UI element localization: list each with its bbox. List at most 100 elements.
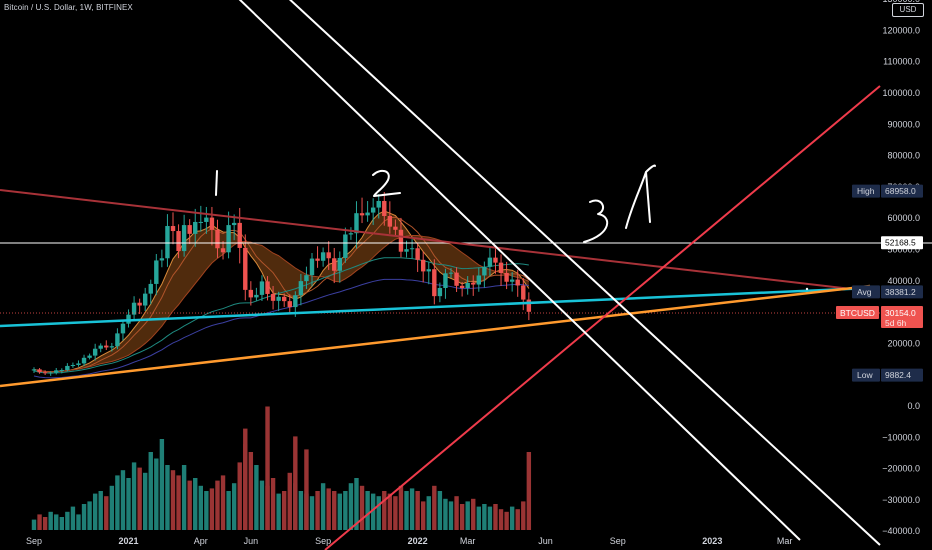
candle-body xyxy=(459,285,465,288)
time-tick-label: Jun xyxy=(538,536,553,546)
candle-body xyxy=(332,258,337,271)
time-tick-label: 2021 xyxy=(119,536,139,546)
candle-body xyxy=(348,233,354,235)
volume-bar xyxy=(215,480,220,530)
candle-body xyxy=(315,258,320,261)
volume-bar xyxy=(270,478,276,530)
time-tick-label: Apr xyxy=(194,536,208,546)
volume-bar xyxy=(498,509,504,530)
marker-dot xyxy=(805,287,809,291)
candle-body xyxy=(154,260,159,284)
volume-bar xyxy=(482,504,487,530)
candle-body xyxy=(437,287,443,297)
volume-bar xyxy=(293,436,298,530)
low-badge-label-bg xyxy=(852,368,880,382)
candle-body xyxy=(259,281,265,295)
price-tick-label: 50000.0 xyxy=(887,245,920,255)
candle-body xyxy=(471,282,476,285)
currency-button[interactable]: USD xyxy=(892,3,924,17)
volume-bar xyxy=(154,458,159,530)
price-tick-label: 110000.0 xyxy=(883,57,920,67)
volume-bar xyxy=(382,491,387,530)
price-tick-label: 90000.0 xyxy=(887,119,920,129)
volume-bar xyxy=(259,480,265,530)
volume-bar xyxy=(226,491,231,530)
candle-body xyxy=(215,229,220,249)
candle-body xyxy=(521,285,526,300)
volume-bar xyxy=(282,491,287,530)
volume-bar xyxy=(54,514,59,530)
volume-bar xyxy=(131,462,137,530)
candle-body xyxy=(243,247,248,290)
candle-body xyxy=(165,226,170,259)
volume-bar xyxy=(170,470,176,530)
price-tick-label: 120000.0 xyxy=(882,25,920,35)
volume-bar xyxy=(437,491,443,530)
ribbon-fill xyxy=(34,210,529,372)
candle-body xyxy=(59,370,64,372)
low-badge-value: 9882.4 xyxy=(885,370,911,380)
volume-bar xyxy=(459,504,465,530)
volume-bar xyxy=(98,491,103,530)
volume-bar xyxy=(209,488,215,530)
candle-body xyxy=(231,222,237,226)
candle-body xyxy=(304,275,309,282)
high-badge: High 68958.0 xyxy=(852,184,923,198)
candle-body xyxy=(143,293,148,306)
volume-bar xyxy=(109,485,115,530)
high-badge-label-bg xyxy=(852,184,880,198)
volume-bar xyxy=(298,491,304,530)
volume-bar xyxy=(509,506,515,530)
volume-bar xyxy=(487,506,493,530)
price-tick-label: −20000.0 xyxy=(882,464,920,474)
candle-body xyxy=(282,296,287,302)
price-tick-label: 130000.0 xyxy=(882,0,920,4)
volume-bar xyxy=(515,509,520,530)
candle-body xyxy=(98,345,103,349)
candle-body xyxy=(137,302,142,306)
candle-body xyxy=(131,302,137,315)
volume-bar xyxy=(70,506,76,530)
volume-bar xyxy=(148,452,153,530)
volume-bar xyxy=(365,491,370,530)
level-badge-value: 52168.5 xyxy=(885,238,916,248)
candle-body xyxy=(354,213,359,234)
candle-body xyxy=(248,289,254,298)
candle-body xyxy=(393,226,398,230)
price-tick-label: 0.0 xyxy=(907,401,920,411)
candle-body xyxy=(482,266,487,276)
orange-support-line xyxy=(0,284,871,388)
volume-bar xyxy=(521,501,526,530)
volume-bars xyxy=(31,406,532,530)
volume-bar xyxy=(493,504,498,530)
price-tick-label: 40000.0 xyxy=(887,276,920,286)
candle-body xyxy=(87,355,92,358)
price-tick-label: 80000.0 xyxy=(887,151,920,161)
volume-bar xyxy=(287,472,292,530)
candle-body xyxy=(443,273,448,288)
avg-badge: Avg 38381.2 xyxy=(852,285,923,299)
candle-body xyxy=(270,293,276,301)
candle-body xyxy=(515,279,520,286)
price-tick-label: −10000.0 xyxy=(882,432,920,442)
candle-body xyxy=(42,372,48,374)
avg-badge-label-bg xyxy=(852,285,880,299)
volume-bar xyxy=(343,491,348,530)
candle-body xyxy=(509,279,515,282)
volume-bar xyxy=(237,462,242,530)
candle-body xyxy=(209,217,215,230)
volume-bar xyxy=(181,465,187,530)
volume-bar xyxy=(359,485,365,530)
white-falling-line-1 xyxy=(238,0,801,541)
low-badge: Low 9882.4 xyxy=(852,368,923,382)
volume-bar xyxy=(304,449,309,530)
volume-bar xyxy=(92,493,98,530)
high-badge-label: High xyxy=(857,186,875,196)
last-price-badge: BTCUSD 30154.05d 6h xyxy=(836,306,923,328)
symbol-label: BTCUSD xyxy=(840,308,875,318)
volume-bar xyxy=(337,493,342,530)
volume-bar xyxy=(81,504,87,530)
candle-body xyxy=(454,272,459,286)
volume-bar xyxy=(354,478,359,530)
